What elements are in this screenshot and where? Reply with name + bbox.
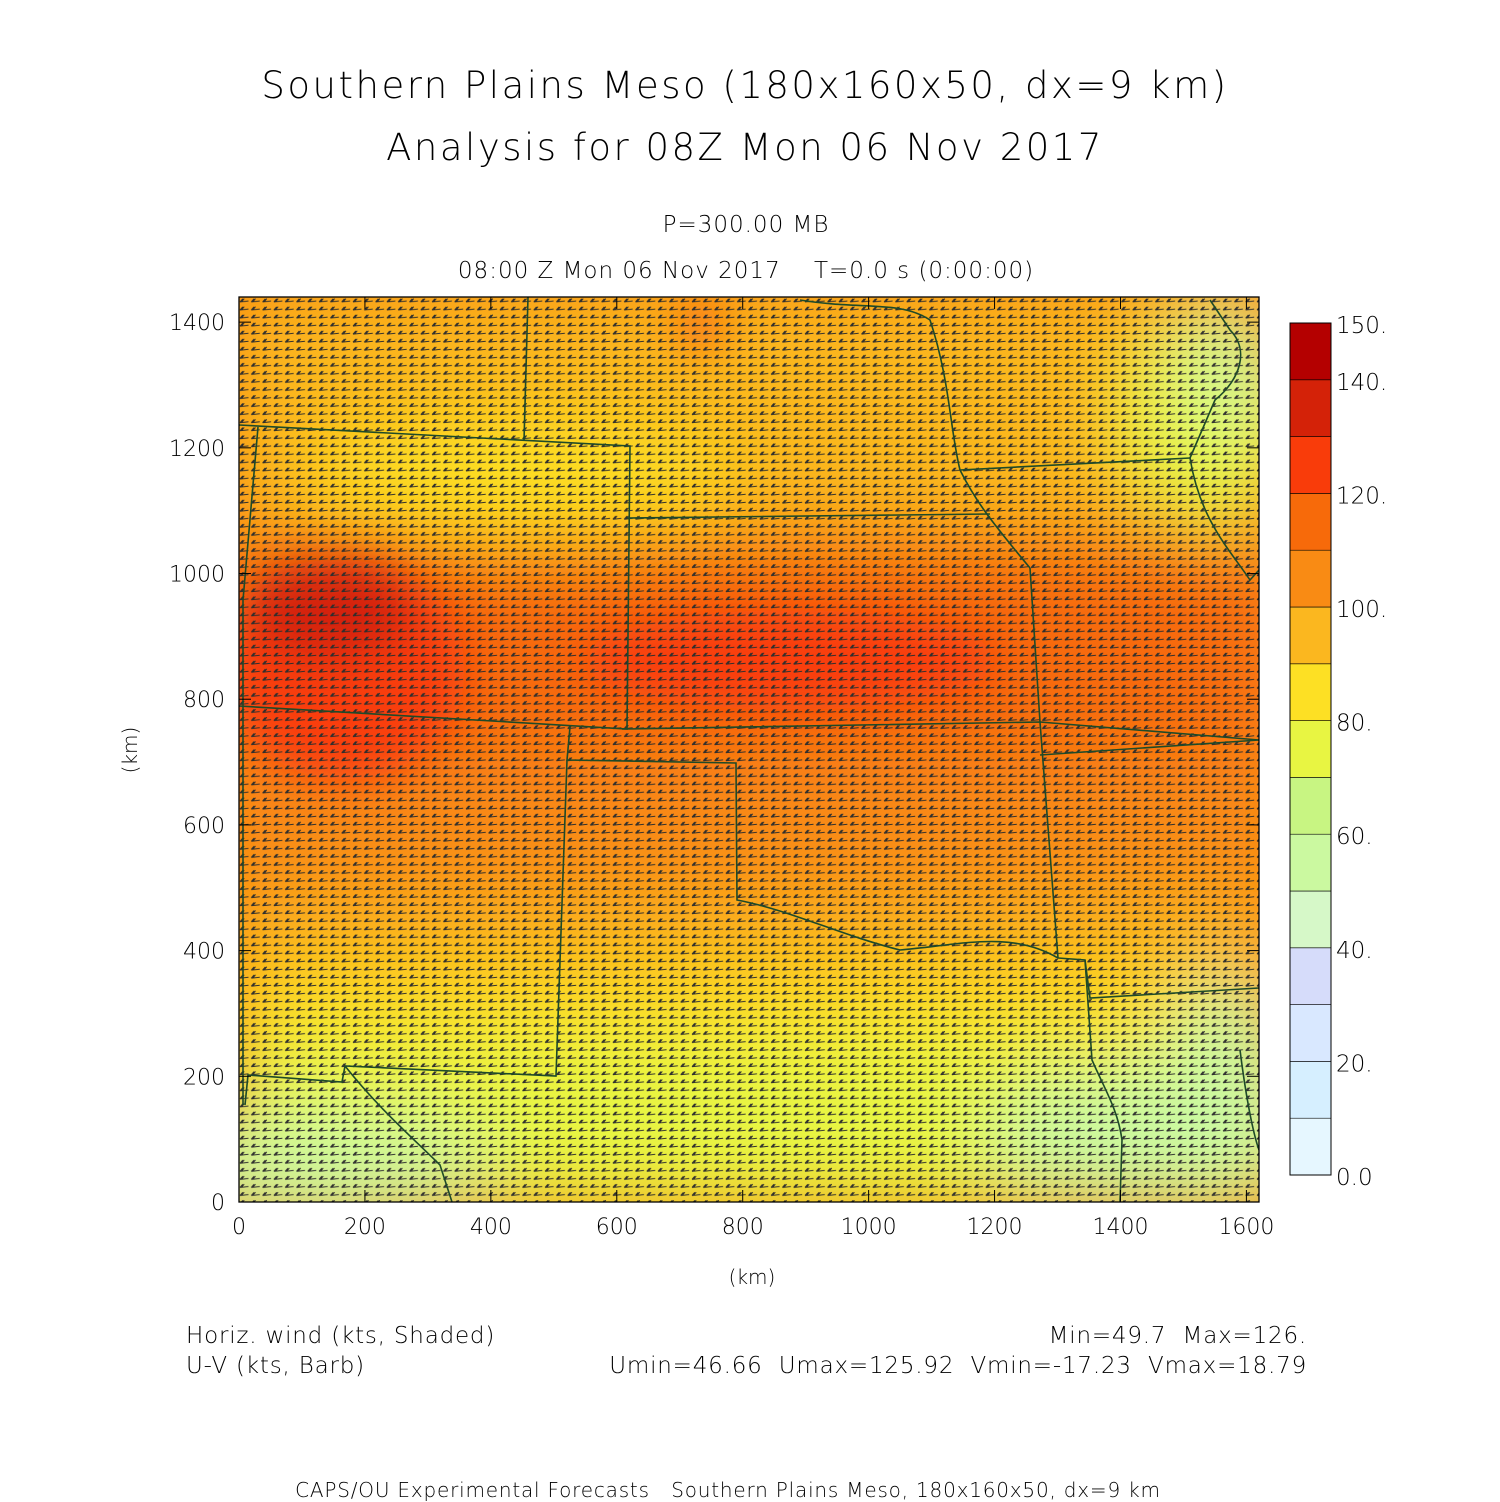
colorbar-swatch bbox=[1289, 720, 1332, 778]
pressure-level: P=300.00 MB bbox=[662, 212, 830, 238]
x-axis: 0 200 400 600 800 1000 1200 1400 1600 bbox=[232, 297, 1274, 1240]
colorbar-swatch bbox=[1289, 606, 1332, 665]
colorbar-label: 140. bbox=[1336, 370, 1387, 396]
colorbar-swatch bbox=[1289, 947, 1332, 1005]
y-tick-label: 1000 bbox=[169, 563, 225, 588]
colorbar: 150. 140. 120. 100. 80. 60. 40. 20. 0.0 bbox=[1289, 313, 1387, 1191]
colorbar-label: 20. bbox=[1336, 1051, 1373, 1077]
colorbar-swatch bbox=[1289, 436, 1332, 494]
colorbar-swatch bbox=[1289, 322, 1332, 381]
colorbar-swatch bbox=[1289, 777, 1332, 835]
colorbar-swatch bbox=[1289, 1004, 1332, 1062]
uv-min-max-readout: Umin=46.66 Umax=125.92 Vmin=-17.23 Vmax=… bbox=[609, 1353, 1307, 1379]
colorbar-swatch bbox=[1289, 493, 1332, 551]
y-tick-label: 0 bbox=[211, 1191, 225, 1216]
min-max-readout: Min=49.7 Max=126. bbox=[1048, 1323, 1307, 1349]
y-tick-label: 400 bbox=[183, 940, 225, 965]
y-tick-label: 1200 bbox=[169, 437, 225, 462]
plot-frame bbox=[238, 296, 1260, 1203]
y-tick-label: 800 bbox=[183, 688, 225, 713]
colorbar-label: 120. bbox=[1336, 483, 1387, 509]
x-tick-label: 1400 bbox=[1092, 1215, 1148, 1240]
colorbar-swatch bbox=[1289, 890, 1332, 949]
colorbar-label: 40. bbox=[1336, 938, 1373, 964]
y-tick-label: 200 bbox=[183, 1065, 225, 1090]
x-tick-label: 1200 bbox=[967, 1215, 1023, 1240]
colorbar-frame bbox=[1289, 322, 1332, 1176]
colorbar-swatch bbox=[1289, 833, 1332, 892]
plot-subtitle: Analysis for 08Z Mon 06 Nov 2017 bbox=[386, 126, 1104, 169]
x-tick-label: 600 bbox=[596, 1215, 638, 1240]
plot-title: Southern Plains Meso (180x160x50, dx=9 k… bbox=[261, 64, 1229, 107]
colorbar-label: 150. bbox=[1336, 313, 1387, 339]
barb-field-label: U-V (kts, Barb) bbox=[186, 1353, 365, 1379]
y-axis-label: (km) bbox=[118, 727, 142, 774]
y-tick-label: 1400 bbox=[169, 311, 225, 336]
state-boundaries bbox=[239, 297, 1259, 1202]
x-tick-label: 200 bbox=[344, 1215, 386, 1240]
colorbar-label: 100. bbox=[1336, 597, 1387, 623]
colorbar-swatch bbox=[1289, 663, 1332, 721]
x-tick-label: 800 bbox=[722, 1215, 764, 1240]
x-tick-label: 400 bbox=[470, 1215, 512, 1240]
colorbar-swatch bbox=[1289, 379, 1332, 437]
credit-line: CAPS/OU Experimental Forecasts Southern … bbox=[295, 1478, 1161, 1502]
colorbar-swatch bbox=[1289, 549, 1332, 608]
x-tick-label: 0 bbox=[232, 1215, 246, 1240]
shaded-field-label: Horiz. wind (kts, Shaded) bbox=[186, 1323, 496, 1349]
valid-time: 08:00 Z Mon 06 Nov 2017 T=0.0 s (0:00:00… bbox=[457, 258, 1035, 284]
wind-speed-shading bbox=[239, 297, 1259, 1202]
colorbar-label: 0.0 bbox=[1336, 1165, 1373, 1191]
y-axis: 0 200 400 600 800 1000 1200 1400 bbox=[169, 311, 1259, 1216]
colorbar-swatch bbox=[1289, 1061, 1332, 1119]
y-tick-label: 600 bbox=[183, 814, 225, 839]
colorbar-label: 60. bbox=[1336, 824, 1373, 850]
x-tick-label: 1000 bbox=[841, 1215, 897, 1240]
x-axis-label: (km) bbox=[729, 1265, 776, 1289]
x-tick-label: 1600 bbox=[1218, 1215, 1274, 1240]
colorbar-label: 80. bbox=[1336, 711, 1373, 737]
colorbar-swatch bbox=[1289, 1117, 1332, 1176]
